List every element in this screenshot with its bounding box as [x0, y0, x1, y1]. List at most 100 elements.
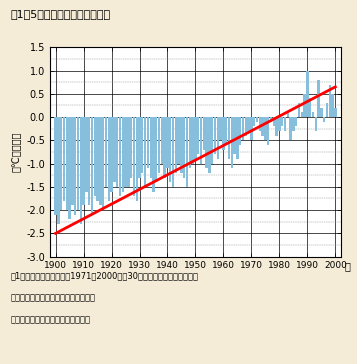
Text: 年: 年	[345, 261, 350, 271]
Bar	[233, 117, 236, 154]
Bar	[278, 117, 281, 131]
Bar	[194, 117, 197, 159]
Bar	[312, 112, 314, 117]
Bar	[303, 94, 306, 117]
Bar	[130, 117, 132, 178]
Bar	[242, 117, 244, 141]
Bar	[287, 112, 289, 117]
Bar	[88, 117, 90, 205]
Bar	[203, 117, 205, 150]
Bar	[261, 117, 264, 136]
Bar	[74, 117, 76, 215]
Bar	[290, 117, 292, 141]
Bar	[236, 117, 238, 159]
Bar	[96, 117, 99, 201]
Text: 図1－5　東京の平均気温平年差: 図1－5 東京の平均気温平年差	[11, 9, 111, 19]
Bar	[124, 117, 127, 187]
Bar	[164, 117, 166, 178]
Bar	[211, 117, 213, 163]
Y-axis label: （℃）平年差: （℃）平年差	[12, 132, 22, 172]
Bar	[175, 117, 177, 173]
Bar	[281, 117, 283, 126]
Bar	[133, 117, 135, 196]
Bar	[138, 117, 141, 178]
Bar	[141, 117, 144, 173]
Bar	[275, 117, 278, 136]
Bar	[334, 108, 337, 117]
Text: 出典：気象庁データより環境省作成: 出典：気象庁データより環境省作成	[11, 315, 91, 324]
Bar	[107, 117, 110, 201]
Bar	[147, 117, 149, 168]
Bar	[158, 117, 160, 173]
Bar	[102, 117, 104, 210]
Bar	[177, 117, 180, 163]
Bar	[331, 94, 334, 117]
Bar	[155, 117, 157, 182]
Bar	[80, 117, 82, 224]
Bar	[166, 117, 169, 168]
Bar	[258, 117, 261, 131]
Bar	[253, 117, 255, 126]
Bar	[220, 117, 222, 141]
Bar	[54, 117, 57, 215]
Text: 注1　平年差は、平年値（1971～2000年の30年平均）からの差を示す。: 注1 平年差は、平年値（1971～2000年の30年平均）からの差を示す。	[11, 271, 199, 280]
Bar	[136, 117, 138, 201]
Bar	[222, 117, 225, 150]
Bar	[150, 117, 152, 178]
Bar	[284, 117, 286, 131]
Bar	[69, 117, 71, 219]
Text: ２　赤線は、長期変化傾向を示す。: ２ 赤線は、長期変化傾向を示す。	[11, 293, 96, 302]
Bar	[188, 117, 191, 168]
Bar	[214, 117, 216, 154]
Bar	[247, 117, 250, 131]
Bar	[105, 117, 107, 187]
Bar	[71, 117, 74, 205]
Bar	[317, 80, 320, 117]
Bar	[63, 117, 65, 201]
Bar	[127, 117, 130, 187]
Bar	[228, 117, 230, 159]
Bar	[119, 117, 121, 196]
Bar	[152, 117, 155, 191]
Bar	[270, 117, 272, 122]
Bar	[144, 117, 146, 187]
Bar	[85, 117, 87, 191]
Bar	[328, 84, 331, 117]
Bar	[94, 117, 96, 196]
Bar	[113, 117, 116, 182]
Bar	[180, 117, 183, 173]
Bar	[298, 103, 300, 117]
Bar	[183, 117, 185, 178]
Bar	[66, 117, 68, 210]
Bar	[264, 117, 267, 141]
Bar	[206, 117, 208, 168]
Bar	[60, 117, 62, 210]
Bar	[301, 112, 303, 117]
Bar	[256, 117, 258, 122]
Bar	[161, 117, 163, 163]
Bar	[191, 117, 194, 163]
Bar	[326, 103, 328, 117]
Bar	[208, 117, 211, 173]
Bar	[110, 117, 113, 191]
Bar	[245, 117, 247, 136]
Bar	[172, 117, 174, 187]
Bar	[116, 117, 118, 187]
Bar	[231, 117, 233, 168]
Bar	[82, 117, 85, 205]
Bar	[292, 117, 295, 131]
Bar	[77, 117, 79, 210]
Bar	[169, 117, 171, 182]
Bar	[306, 71, 308, 117]
Bar	[239, 117, 241, 145]
Bar	[273, 117, 275, 126]
Bar	[295, 117, 297, 126]
Bar	[267, 117, 270, 145]
Bar	[186, 117, 188, 187]
Bar	[91, 117, 93, 215]
Bar	[57, 117, 60, 224]
Bar	[121, 117, 124, 191]
Bar	[99, 117, 101, 205]
Bar	[217, 117, 219, 159]
Bar	[320, 108, 322, 117]
